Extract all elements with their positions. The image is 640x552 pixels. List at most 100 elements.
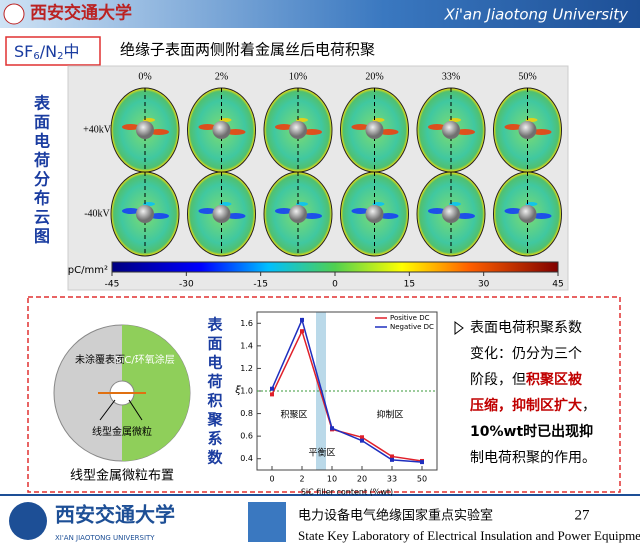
colorbar-tick-label: -15 bbox=[253, 280, 268, 290]
lab-cn: 电力设备电气绝缘国家重点实验室 bbox=[298, 508, 493, 524]
x-tick-label: 33 bbox=[387, 475, 397, 484]
charge-spot bbox=[198, 124, 217, 130]
point bbox=[270, 392, 274, 397]
electrode bbox=[289, 205, 307, 223]
side-label-char: 表 bbox=[33, 94, 51, 113]
university: Xi'an Jiaotong University bbox=[443, 6, 629, 24]
chart-y-title-char: 数 bbox=[207, 449, 223, 467]
bullet-segment: 10%wt时已出现抑 bbox=[470, 423, 593, 440]
point bbox=[360, 435, 364, 440]
x-tick-label: 2 bbox=[299, 475, 304, 484]
electrode bbox=[442, 121, 460, 139]
diagram-caption: 线型金属微粒布置 bbox=[70, 468, 174, 484]
side-label-char: 电 bbox=[34, 132, 50, 151]
lab-logo bbox=[248, 502, 286, 542]
charge-spot bbox=[198, 208, 217, 214]
charge-spot bbox=[225, 213, 246, 219]
result-box bbox=[27, 296, 621, 493]
bullet-segment: 变化：仍分为三个 bbox=[470, 346, 582, 362]
series-line bbox=[271, 317, 423, 463]
chart-y-title-char: 系 bbox=[207, 430, 222, 448]
bullet-line: 阶段，但积聚区被 bbox=[470, 371, 583, 388]
charge-spot bbox=[428, 124, 446, 130]
lab-en: State Key Laboratory of Electrical Insul… bbox=[298, 528, 640, 543]
charge-spot bbox=[504, 208, 523, 214]
colorbar-tick-label: 0 bbox=[332, 280, 338, 290]
arrow bbox=[99, 399, 116, 421]
t: /N bbox=[40, 42, 57, 61]
x-tick-label: 20 bbox=[357, 475, 367, 484]
y-tick-label: 1.4 bbox=[240, 341, 253, 350]
point bbox=[390, 457, 394, 462]
charge-spot bbox=[428, 208, 446, 214]
charge-spot bbox=[525, 202, 538, 206]
charge-spot bbox=[149, 129, 169, 135]
t: SF bbox=[14, 42, 33, 61]
charge-spot bbox=[275, 124, 293, 130]
colorbar-tick-label: 15 bbox=[404, 280, 415, 290]
charge-spot bbox=[302, 129, 322, 135]
chart-y-title-char: 表 bbox=[207, 316, 223, 334]
charge-spot bbox=[275, 208, 293, 214]
footer bbox=[0, 495, 640, 548]
electrode bbox=[212, 205, 231, 223]
side-label-char: 面 bbox=[34, 113, 50, 132]
point bbox=[390, 454, 394, 459]
charge-spot bbox=[531, 213, 552, 219]
side-label-char: 布 bbox=[34, 189, 50, 208]
charge-spot bbox=[122, 124, 140, 130]
coating bbox=[122, 325, 190, 461]
region-label: 抑制区 bbox=[376, 409, 403, 421]
series-line bbox=[271, 329, 423, 462]
y-axis-label: ξ bbox=[234, 385, 241, 396]
bullet-line: 表面电荷积聚系数 bbox=[470, 320, 582, 336]
charge-spot bbox=[225, 129, 246, 135]
bullet-marker bbox=[454, 321, 464, 335]
charge-spot bbox=[143, 202, 155, 206]
charge-spot bbox=[531, 129, 552, 135]
bullet-segment: 阶段，但 bbox=[470, 372, 526, 388]
electrode bbox=[136, 121, 154, 139]
electrode bbox=[518, 121, 537, 139]
t: 6 bbox=[33, 51, 39, 62]
electrode bbox=[136, 205, 154, 223]
column-label: 20% bbox=[365, 71, 383, 82]
title-box-text: SF6/N2中 bbox=[14, 42, 79, 63]
bullet-segment: 压缩，抑制区扩大 bbox=[470, 397, 582, 414]
region-label: 积聚区 bbox=[280, 409, 307, 421]
footer-logo-text: 西安交通大学 bbox=[55, 503, 175, 527]
y-tick-label: 0.4 bbox=[240, 454, 253, 463]
page-number: 27 bbox=[575, 507, 591, 523]
diagram-label: 线型金属微粒 bbox=[92, 425, 152, 438]
charge-spot bbox=[455, 129, 475, 135]
charge-spot bbox=[219, 118, 232, 122]
side-label-char: 图 bbox=[34, 227, 50, 246]
bullet-line: 制电荷积聚的作用。 bbox=[470, 450, 596, 466]
chart-y-title-char: 积 bbox=[207, 392, 222, 410]
colorbar-unit: pC/mm² bbox=[68, 265, 108, 276]
x-tick-label: 50 bbox=[417, 475, 427, 484]
charge-spot bbox=[219, 202, 232, 206]
point bbox=[270, 386, 274, 391]
logo-text: 西安交通大学 bbox=[30, 3, 132, 24]
colorbar-tick-label: 30 bbox=[478, 280, 490, 290]
row-label: -40kV bbox=[84, 208, 110, 219]
y-tick-label: 0.6 bbox=[240, 432, 253, 441]
bullet-line: 压缩，抑制区扩大， bbox=[470, 397, 596, 414]
chart-y-title-char: 电 bbox=[207, 354, 222, 372]
point bbox=[300, 317, 304, 322]
x-tick-label: 0 bbox=[269, 475, 274, 484]
bullet-line: 变化：仍分为三个 bbox=[470, 346, 582, 362]
chart-y-title-char: 聚 bbox=[206, 411, 223, 429]
colorbar-tick-label: 45 bbox=[552, 280, 563, 290]
y-tick-label: 1.0 bbox=[240, 387, 253, 396]
electrode bbox=[212, 121, 231, 139]
side-label-char: 分 bbox=[34, 170, 50, 189]
charge-spot bbox=[449, 118, 461, 122]
logo bbox=[3, 3, 25, 25]
bullet-segment: 积聚区被 bbox=[526, 371, 583, 388]
charge-spot bbox=[296, 202, 308, 206]
x-axis-label: SiC filler content (%wt) bbox=[301, 488, 393, 497]
charge-spot bbox=[449, 202, 461, 206]
